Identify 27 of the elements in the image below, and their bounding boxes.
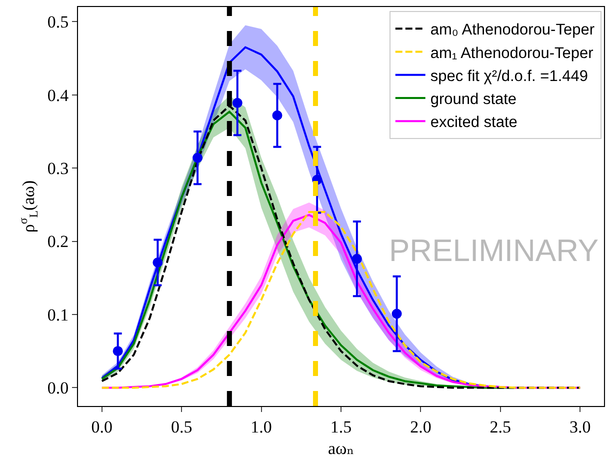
x-tick-label: 2.0 <box>410 417 432 436</box>
y-tick-label: 0.0 <box>47 378 69 398</box>
x-tick-label: 2.5 <box>490 417 512 436</box>
y-tick-label: 0.4 <box>47 86 70 105</box>
legend-label: am₀ Athenodorou-Teper <box>430 22 594 39</box>
point <box>352 254 362 264</box>
x-tick-label: 0.5 <box>170 417 192 436</box>
legend-label: ground state <box>430 91 517 108</box>
x-tick-label: 3.0 <box>569 417 591 436</box>
x-tick-label: 1.0 <box>250 417 272 436</box>
y-tick-label: 0.1 <box>47 305 69 324</box>
point <box>112 346 123 356</box>
legend-label: excited state <box>430 114 518 132</box>
point <box>152 258 163 268</box>
legend-label: spec fit χ²/d.o.f. =1.449 <box>430 68 588 85</box>
point <box>232 98 242 108</box>
x-axis-title: aωₙ <box>328 438 354 458</box>
y-tick-label: 0.3 <box>47 159 69 178</box>
point <box>392 308 402 319</box>
x-tick-label: 0.0 <box>91 417 113 436</box>
point <box>272 110 282 120</box>
y-tick-label: 0.2 <box>47 232 69 252</box>
annotation: PRELIMINARY <box>389 233 599 268</box>
x-tick-label: 1.5 <box>330 417 352 436</box>
legend-label: am₁ Athenodorou-Teper <box>430 44 594 62</box>
y-tick-label: 0.5 <box>47 12 69 32</box>
point <box>192 152 203 163</box>
